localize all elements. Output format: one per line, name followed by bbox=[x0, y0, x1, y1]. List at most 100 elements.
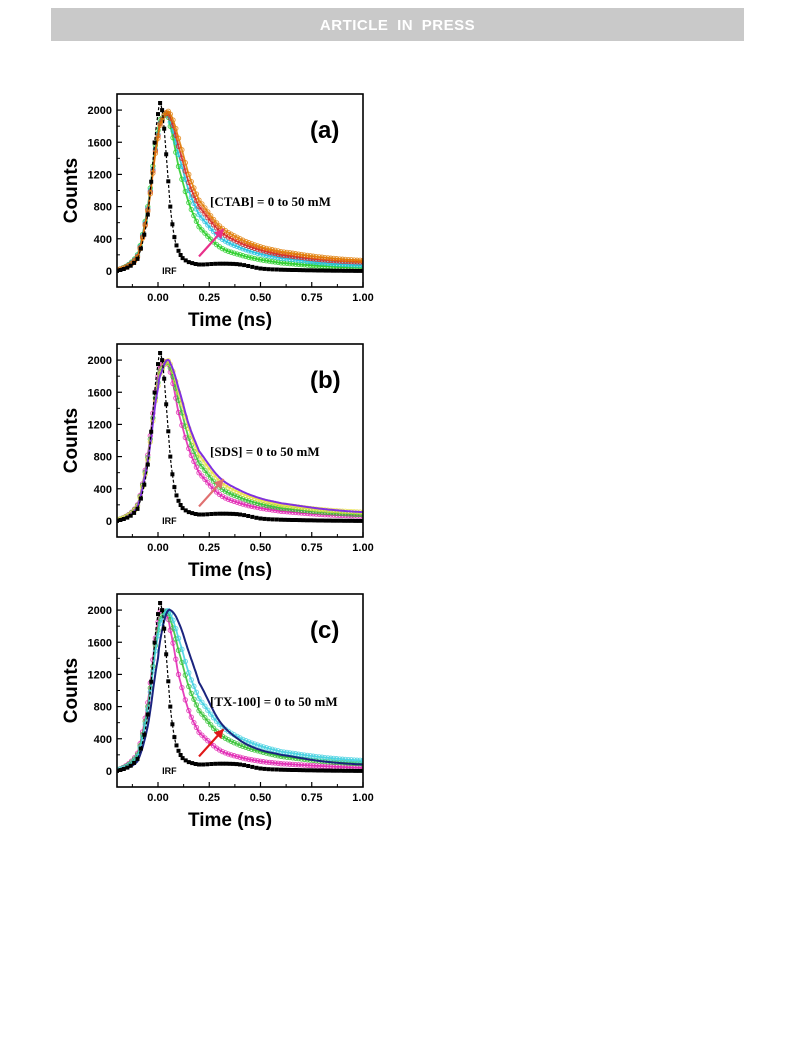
data-point-a-0-40 bbox=[238, 262, 242, 267]
data-point-a-4-65 bbox=[295, 251, 302, 257]
data-point-a-4-51 bbox=[254, 243, 261, 249]
data-point-c-1-59 bbox=[278, 761, 284, 767]
data-point-c-1-65 bbox=[295, 762, 302, 768]
data-point-a-1-47 bbox=[243, 253, 249, 260]
data-point-a-2-32 bbox=[199, 215, 205, 221]
data-point-b-2-59 bbox=[278, 505, 284, 511]
data-point-a-2-44 bbox=[234, 243, 240, 250]
data-point-c-1-69 bbox=[307, 762, 313, 769]
data-point-b-0-27 bbox=[190, 511, 195, 516]
data-point-b-1-26 bbox=[182, 434, 188, 441]
data-point-b-1-41 bbox=[225, 496, 231, 502]
x-tick-label-b-0: 0.00 bbox=[147, 542, 168, 554]
data-point-c-0-54 bbox=[293, 768, 298, 772]
y-tick-label-b-3: 1200 bbox=[88, 419, 112, 431]
data-point-a-0-9 bbox=[145, 212, 150, 217]
data-point-c-0-49 bbox=[274, 767, 279, 772]
data-point-a-1-39 bbox=[219, 245, 226, 252]
data-point-a-1-53 bbox=[260, 257, 267, 263]
y-tick-label-c-5: 2000 bbox=[88, 605, 112, 617]
data-point-a-3-46 bbox=[240, 241, 246, 247]
data-point-a-0-44 bbox=[254, 265, 259, 270]
data-point-c-3-56 bbox=[269, 746, 275, 752]
data-point-b-0-65 bbox=[334, 518, 339, 523]
data-point-a-2-55 bbox=[266, 253, 272, 259]
data-point-c-0-52 bbox=[286, 767, 291, 772]
data-point-a-4-33 bbox=[202, 205, 208, 211]
data-point-a-0-30 bbox=[201, 262, 206, 267]
data-point-b-0-39 bbox=[234, 512, 239, 517]
data-point-a-1-67 bbox=[301, 262, 308, 268]
data-point-a-0-15 bbox=[162, 126, 167, 131]
data-point-c-1-28 bbox=[188, 714, 194, 720]
data-point-b-0-26 bbox=[186, 510, 191, 515]
data-point-c-3-85 bbox=[354, 757, 360, 763]
data-point-c-1-54 bbox=[263, 759, 270, 765]
plot-area-c bbox=[117, 601, 363, 773]
data-point-a-4-30 bbox=[193, 191, 200, 197]
irf-label-c: IRF bbox=[162, 766, 177, 776]
data-point-a-4-16 bbox=[157, 122, 163, 128]
data-point-a-2-56 bbox=[269, 253, 275, 260]
data-point-b-0-57 bbox=[305, 518, 310, 523]
data-point-c-1-66 bbox=[298, 762, 305, 768]
data-point-b-0-4 bbox=[128, 513, 133, 518]
data-point-c-0-37 bbox=[227, 761, 232, 766]
data-point-c-1-26 bbox=[182, 697, 188, 703]
data-point-a-1-71 bbox=[313, 263, 319, 269]
data-point-c-2-33 bbox=[202, 715, 208, 721]
data-point-c-0-12 bbox=[156, 612, 160, 617]
data-point-a-0-5 bbox=[132, 260, 137, 265]
data-point-b-1-33 bbox=[202, 476, 208, 483]
trend-arrowhead-b bbox=[213, 479, 224, 490]
data-point-c-3-83 bbox=[348, 757, 354, 763]
data-point-a-3-54 bbox=[263, 248, 270, 255]
data-point-b-0-10 bbox=[149, 429, 154, 434]
data-point-a-0-62 bbox=[323, 268, 328, 273]
data-point-a-4-28 bbox=[188, 178, 194, 185]
data-point-b-2-53 bbox=[260, 502, 267, 508]
data-point-c-3-16 bbox=[157, 620, 163, 626]
data-point-c-1-34 bbox=[205, 738, 211, 744]
data-point-b-2-43 bbox=[231, 492, 237, 498]
series-c-1 bbox=[117, 608, 363, 773]
data-point-b-0-59 bbox=[312, 518, 317, 523]
data-point-c-1-46 bbox=[240, 755, 246, 761]
data-point-c-0-39 bbox=[234, 762, 239, 767]
data-point-b-0-28 bbox=[193, 512, 198, 516]
data-point-a-3-58 bbox=[275, 251, 281, 257]
data-point-c-2-42 bbox=[228, 738, 234, 744]
data-point-a-0-34 bbox=[217, 261, 222, 266]
data-point-c-0-35 bbox=[220, 761, 225, 766]
data-point-a-2-36 bbox=[210, 228, 217, 235]
data-point-a-4-84 bbox=[351, 257, 357, 263]
data-point-c-2-30 bbox=[193, 702, 200, 708]
data-point-b-2-32 bbox=[199, 463, 205, 470]
data-point-c-1-23 bbox=[173, 656, 179, 662]
data-point-a-2-69 bbox=[307, 258, 313, 265]
data-point-b-0-25 bbox=[183, 508, 188, 513]
data-point-c-3-21 bbox=[167, 611, 173, 617]
data-point-b-0-55 bbox=[297, 518, 302, 523]
data-point-c-0-31 bbox=[205, 762, 210, 767]
data-point-a-2-71 bbox=[313, 259, 319, 265]
panel-label-c: (c) bbox=[310, 617, 339, 644]
data-point-c-2-29 bbox=[191, 696, 197, 702]
data-point-b-0-29 bbox=[197, 512, 201, 517]
data-point-c-0-3 bbox=[125, 765, 130, 770]
y-axis-title-c: Counts bbox=[61, 658, 82, 723]
chart-svg-b: 0 400 800 1200 1600 2000 0.00 0.25 0.50 0.75 1.00 T… bbox=[61, 343, 374, 581]
data-point-a-0-66 bbox=[338, 268, 343, 273]
data-point-c-3-29 bbox=[191, 683, 197, 689]
data-point-c-1-44 bbox=[234, 753, 240, 760]
x-tick-label-a-0: 0.00 bbox=[147, 292, 168, 304]
data-point-c-0-71 bbox=[357, 768, 362, 773]
data-point-c-0-50 bbox=[279, 767, 283, 772]
data-point-c-0-38 bbox=[231, 761, 236, 766]
data-point-c-0-18 bbox=[168, 704, 173, 709]
data-point-c-0-28 bbox=[193, 762, 198, 766]
data-point-a-4-37 bbox=[213, 220, 220, 226]
data-point-a-4-77 bbox=[331, 255, 337, 262]
data-point-a-1-35 bbox=[208, 236, 214, 242]
data-point-a-1-48 bbox=[246, 254, 252, 260]
